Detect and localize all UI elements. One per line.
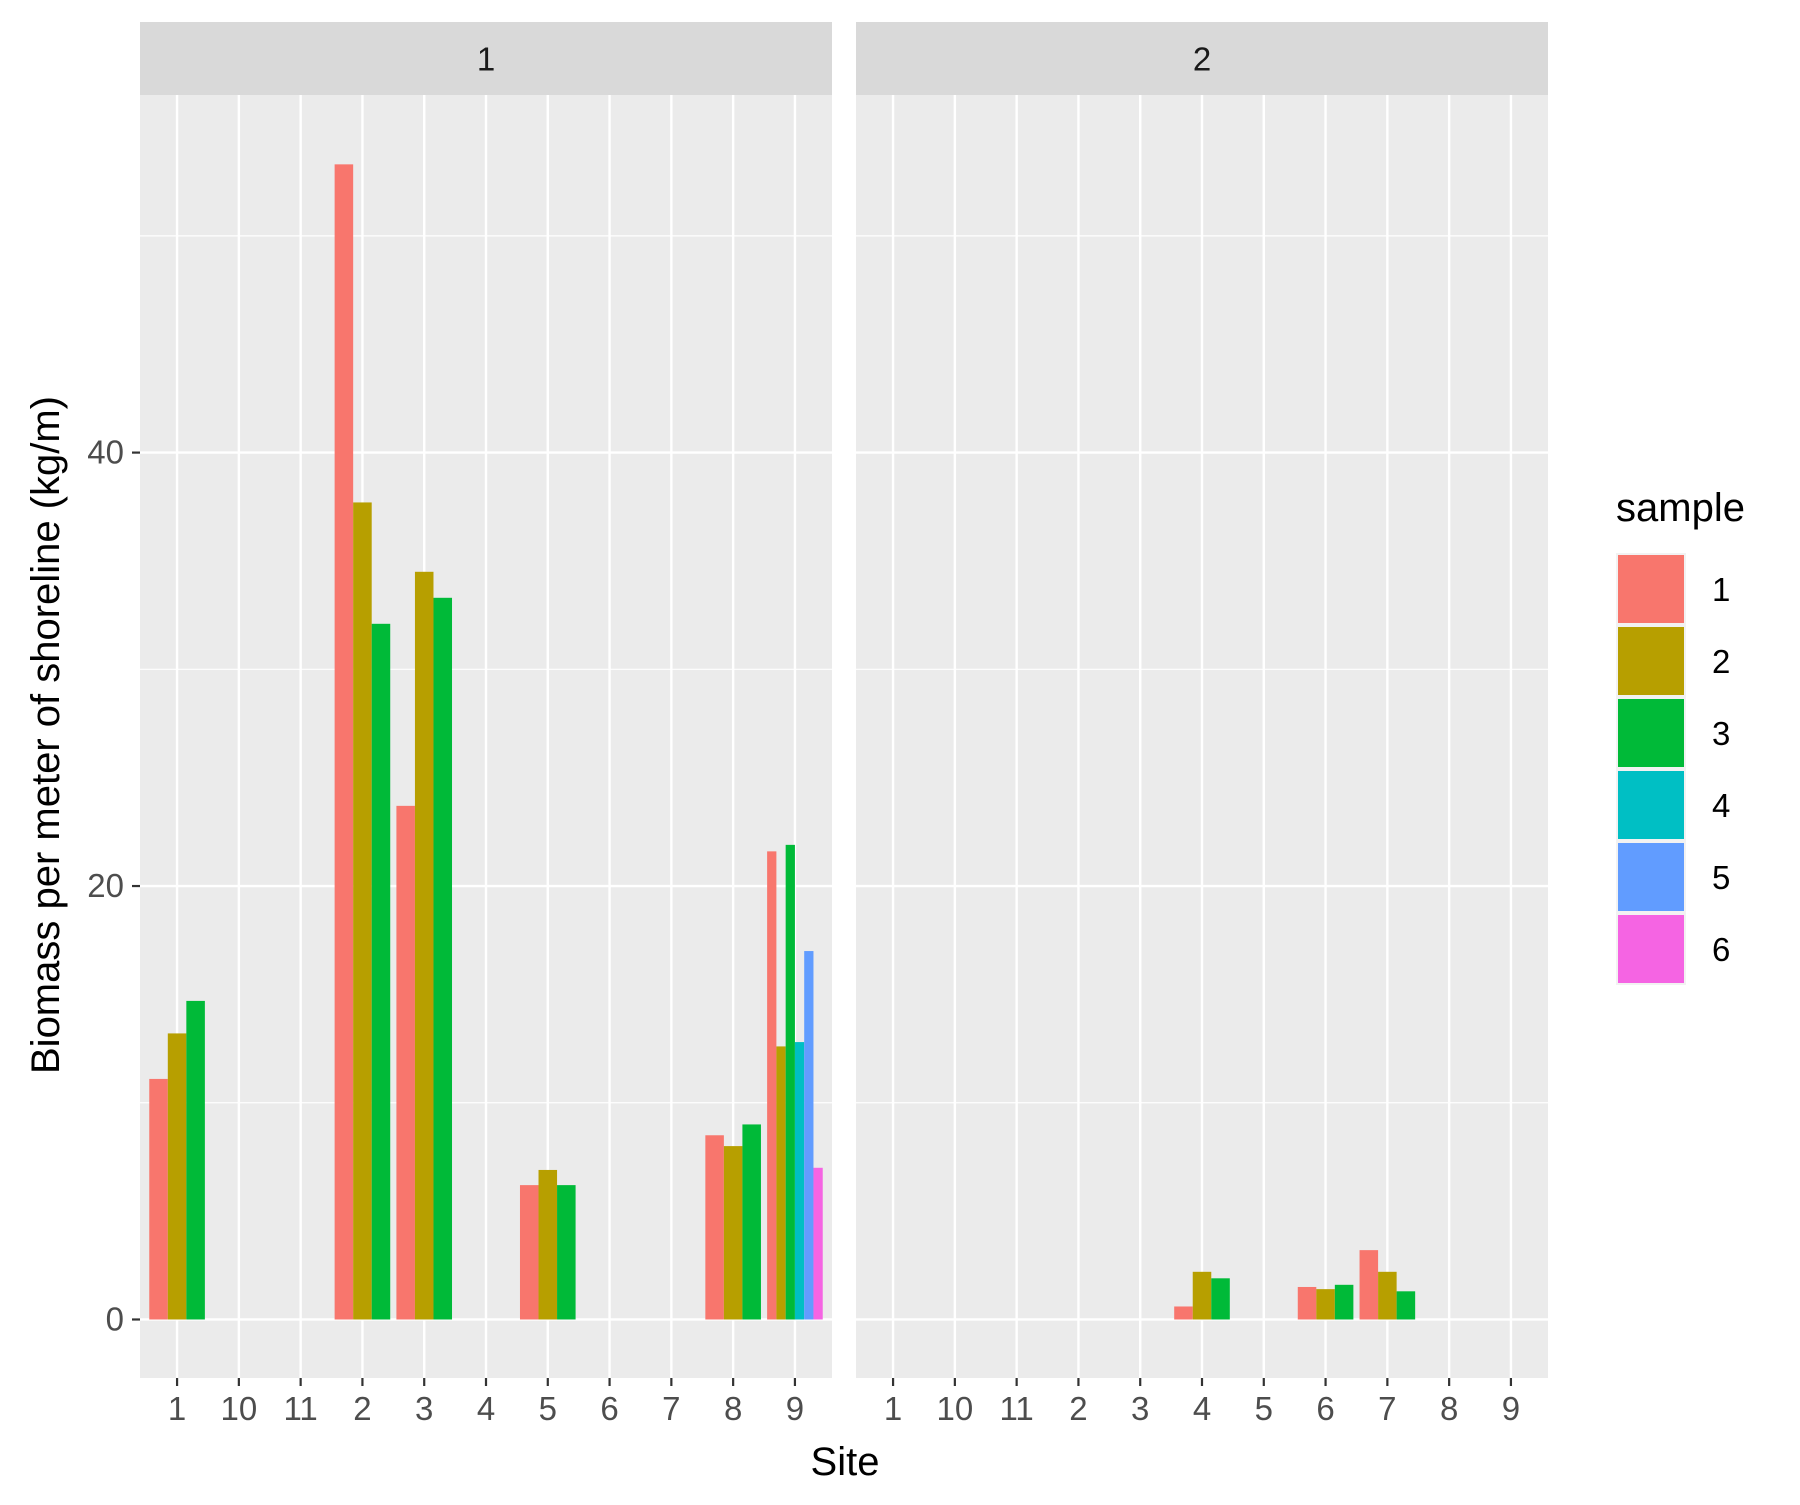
bar-site-9-sample-3 [785, 844, 795, 1320]
x-tick-label: 7 [1378, 1390, 1396, 1427]
legend-title: sample [1616, 486, 1745, 530]
x-tick-label: 2 [1069, 1390, 1087, 1427]
x-axis-title: Site [811, 1440, 880, 1484]
y-tick-label: 40 [87, 434, 124, 471]
bar-site-2-sample-2 [353, 502, 372, 1320]
bar-site-6-sample-2 [1316, 1289, 1335, 1320]
x-tick-label: 8 [724, 1390, 742, 1427]
bar-site-9-sample-4 [794, 1042, 805, 1320]
bar-site-3-sample-1 [396, 805, 415, 1320]
x-tick-label: 5 [539, 1390, 557, 1427]
bar-site-1-sample-3 [186, 1000, 205, 1320]
bar-site-2-sample-1 [334, 164, 354, 1320]
bar-site-1-sample-2 [167, 1033, 187, 1320]
y-axis: 0 20 40 [87, 434, 140, 1337]
bar-site-4-sample-3 [1211, 1278, 1230, 1320]
bar-site-1-sample-1 [149, 1078, 168, 1320]
x-tick-label: 10 [220, 1390, 257, 1427]
x-tick-label: 6 [1316, 1390, 1334, 1427]
bar-site-6-sample-1 [1297, 1286, 1317, 1320]
bar-site-7-sample-1 [1359, 1250, 1379, 1320]
x-tick-label: 5 [1255, 1390, 1273, 1427]
bar-site-6-sample-3 [1334, 1284, 1354, 1320]
bar-site-5-sample-1 [519, 1185, 539, 1320]
x-tick-label: 9 [1502, 1390, 1520, 1427]
x-tick-label: 3 [415, 1390, 433, 1427]
y-tick-label: 20 [87, 867, 124, 904]
legend-label-6: 6 [1712, 931, 1730, 968]
x-tick-label: 1 [884, 1390, 902, 1427]
bar-site-5-sample-3 [557, 1185, 576, 1320]
bar-site-7-sample-2 [1378, 1271, 1397, 1320]
legend-label-1: 1 [1712, 571, 1730, 608]
y-tick-label: 0 [106, 1300, 124, 1337]
bar-site-5-sample-2 [538, 1169, 558, 1320]
x-tick-label: 1 [168, 1390, 186, 1427]
bar-site-8-sample-2 [723, 1146, 743, 1320]
facet-strip-label: 1 [477, 41, 495, 78]
bar-site-9-sample-5 [804, 951, 814, 1320]
x-tick-label: 9 [786, 1390, 804, 1427]
x-tick-label: 10 [936, 1390, 973, 1427]
x-tick-label: 4 [477, 1390, 495, 1427]
bar-site-9-sample-6 [813, 1167, 823, 1320]
x-tick-label: 2 [353, 1390, 371, 1427]
legend-label-4: 4 [1712, 787, 1730, 824]
x-tick-label: 7 [662, 1390, 680, 1427]
legend-swatch-3 [1618, 699, 1684, 767]
x-tick-label: 11 [284, 1390, 318, 1427]
bar-site-4-sample-2 [1192, 1271, 1212, 1320]
legend-label-3: 3 [1712, 715, 1730, 752]
bar-site-3-sample-2 [414, 571, 434, 1320]
legend-swatch-4 [1618, 771, 1684, 839]
legend-swatch-1 [1618, 555, 1684, 623]
bar-site-8-sample-3 [742, 1124, 761, 1320]
x-tick-label: 11 [1000, 1390, 1034, 1427]
legend-label-2: 2 [1712, 643, 1730, 680]
facet-strip-label: 2 [1193, 41, 1211, 78]
bar-site-2-sample-3 [371, 623, 391, 1320]
legend-swatch-2 [1618, 627, 1684, 695]
panel-1: 11 10 11 2 3 4 5 6 7 8 9 [140, 22, 832, 1427]
x-tick-label: 6 [600, 1390, 618, 1427]
bar-site-9-sample-2 [776, 1046, 786, 1320]
x-tick-label: 3 [1131, 1390, 1149, 1427]
legend-swatch-6 [1618, 915, 1684, 983]
bar-site-9-sample-1 [767, 851, 777, 1320]
legend: sample 1 2 3 4 5 6 [1616, 486, 1745, 985]
y-axis-title: Biomass per meter of shoreline (kg/m) [24, 396, 68, 1074]
legend-swatch-5 [1618, 843, 1684, 911]
bar-site-4-sample-1 [1174, 1306, 1193, 1320]
legend-label-5: 5 [1712, 859, 1730, 896]
facet-strip [856, 22, 1548, 95]
facet-strip [140, 22, 832, 95]
bar-site-8-sample-1 [705, 1135, 724, 1320]
x-tick-label: 8 [1440, 1390, 1458, 1427]
bar-site-7-sample-3 [1396, 1291, 1416, 1320]
panel-2: 2 1 10 11 2 3 4 5 6 7 8 9 [856, 22, 1548, 1427]
x-tick-label: 4 [1193, 1390, 1211, 1427]
bar-site-3-sample-3 [433, 597, 453, 1320]
